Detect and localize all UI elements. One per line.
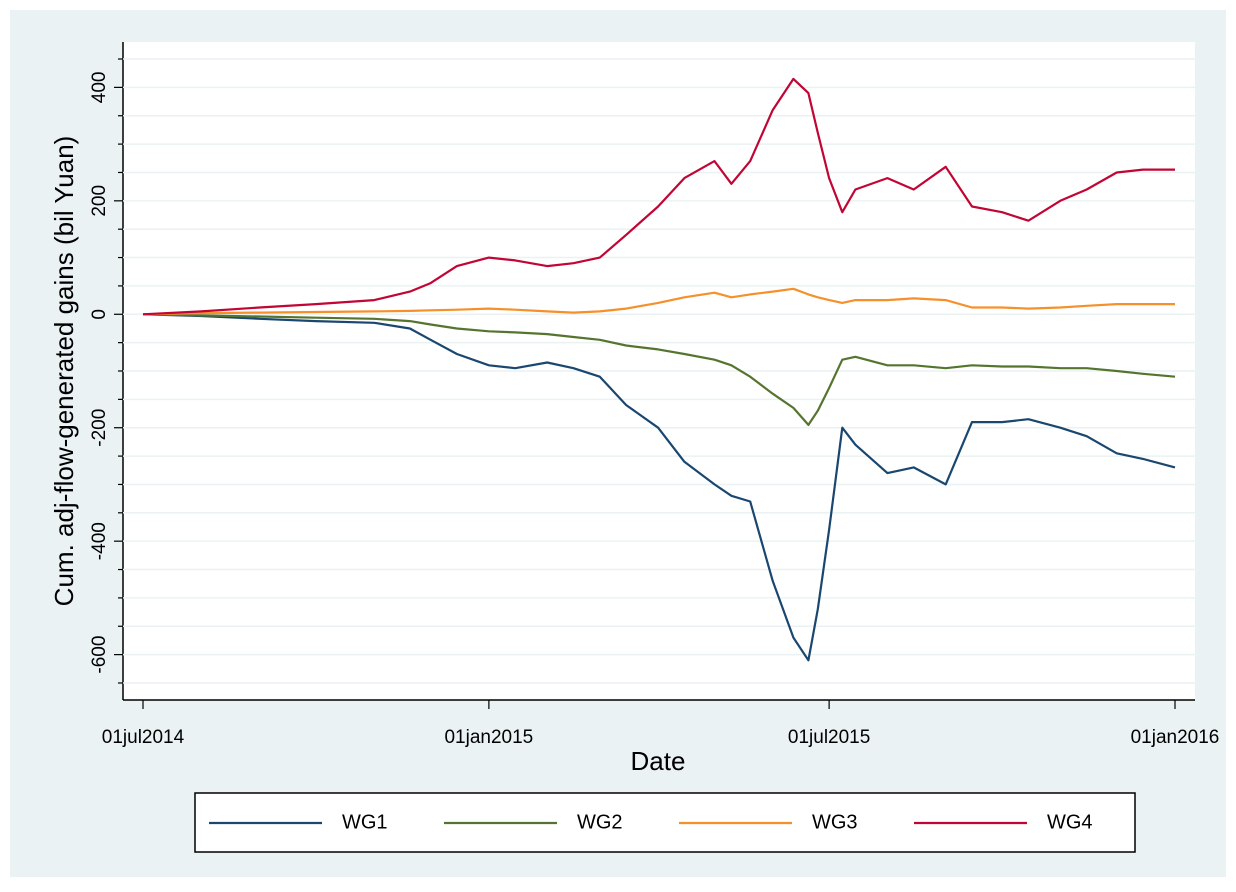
- y-axis-title: Cum. adj-flow-generated gains (bil Yuan): [49, 136, 79, 607]
- x-tick-label: 01jul2014: [102, 727, 185, 748]
- series-line: [142, 313, 1176, 662]
- x-tick-label: 01jan2016: [1131, 727, 1220, 748]
- legend-label: WG3: [812, 811, 858, 833]
- series-line: [142, 287, 1175, 316]
- y-tick-label: -600: [89, 636, 110, 674]
- y-tick-label: 200: [89, 185, 110, 217]
- series-line: [142, 313, 1176, 426]
- y-tick-label: -200: [89, 409, 110, 447]
- x-tick-label: 01jul2015: [788, 727, 870, 748]
- y-tick-label: 0: [89, 309, 110, 320]
- legend-label: WG2: [577, 811, 623, 833]
- y-tick-label: 400: [89, 72, 110, 104]
- legend-label: WG1: [342, 811, 388, 833]
- series-line: [142, 77, 1175, 316]
- x-axis-title: Date: [631, 746, 686, 776]
- legend-label: WG4: [1047, 811, 1093, 833]
- x-tick-label: 01jan2015: [444, 727, 533, 748]
- y-tick-label: -400: [89, 522, 110, 560]
